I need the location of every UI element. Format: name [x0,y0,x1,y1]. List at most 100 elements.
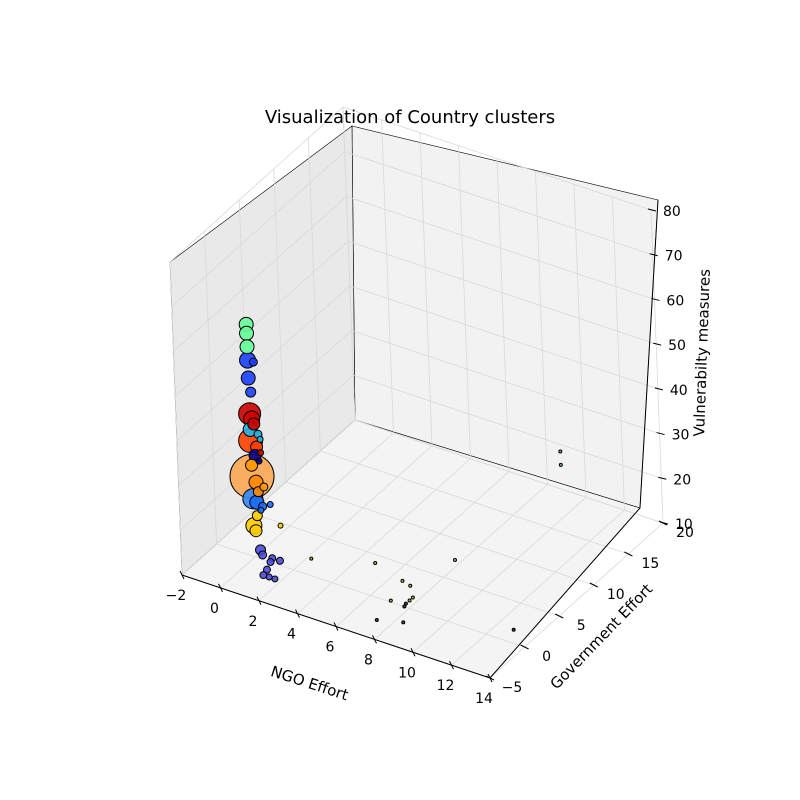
scatter-point [558,449,563,454]
scatter-point [256,435,264,443]
z-tick-mark [651,297,660,301]
x-tick-label: −2 [166,588,187,604]
scatter-point [275,556,284,565]
scatter-point [400,578,405,583]
scatter-point [403,601,408,606]
scatter-point [262,565,271,574]
z-gridline-back [354,419,664,524]
scatter-point [257,506,265,514]
x-tick-label: 2 [249,614,258,630]
x-gridline-back [458,145,471,459]
scatter-point [239,325,255,341]
x-gridline-back [650,209,664,524]
z-tick-label: 10 [675,517,693,533]
x-gridline-floor [258,445,433,602]
z-tick-mark [649,253,658,257]
y-axis-line [489,507,641,679]
y-gridline-left [308,137,321,452]
scatter-points [229,316,563,632]
scatter-point [258,550,268,560]
x-gridline-back [381,119,394,433]
scatter-point [248,357,258,367]
y-tick-mark [554,613,564,619]
z-tick-label: 80 [663,204,681,220]
scatter-point [249,524,263,538]
x-tick-label: 0 [210,601,219,617]
y-tick-mark [589,582,599,588]
z-gridline-back [344,151,653,256]
x-gridline-floor [412,496,587,653]
scatter-point [277,522,284,529]
x-gridline-floor [335,471,510,627]
z-tick-label: 70 [665,249,683,265]
x-tick-label: 4 [287,627,296,643]
x-tick-label: 6 [326,640,335,656]
y-tick-label: 0 [542,649,551,665]
z-tick-mark [656,432,665,436]
scatter-point [407,598,412,603]
z-gridline-left [181,419,356,576]
y-gridline-left [204,230,217,545]
x-tick-label: 12 [437,678,455,694]
z-gridline-left [171,151,345,308]
x-tick-mark [256,596,262,605]
x-tick-label: 10 [398,665,416,681]
y-tick-mark [624,551,633,557]
x-gridline-floor [451,509,625,666]
y-gridline-floor [251,512,560,617]
z-gridline-left [176,285,351,442]
x-gridline-back [535,171,548,485]
scatter-point [259,482,269,492]
y-gridline-left [273,168,287,483]
z-axis-label: Vulnerabilty measures [690,269,714,437]
x-tick-mark [218,583,223,593]
y-tick-mark [520,644,529,650]
z-gridline-back [342,106,652,211]
chart-title: Visualization of Country clusters [265,107,555,128]
z-tick-mark [658,476,667,480]
scatter-point [309,556,314,561]
scatter-point [401,620,406,625]
x-gridline-floor [297,458,471,614]
x-tick-mark [449,660,454,670]
x-gridline-back [573,184,587,498]
scatter-point [410,595,415,600]
x-tick-label: 14 [475,691,493,707]
y-tick-label: 10 [607,587,625,603]
y-gridline-left [169,261,183,576]
scatter-point [257,449,265,457]
scatter-point [558,462,563,467]
x-tick-mark [410,648,416,657]
scatter-point [271,575,279,583]
x-axis-label: NGO Effort [268,662,350,704]
y-tick-label: 15 [641,556,659,572]
scatter-point [266,558,275,567]
y-tick-label: 5 [577,618,586,634]
scatter-point [388,598,393,603]
y-axis-label: Government Effort [547,580,657,693]
y-tick-label: −5 [502,680,523,696]
z-gridline-back [346,196,655,300]
z-gridline-left [169,106,344,263]
z-gridline-left [174,240,349,397]
scatter-point [402,604,407,609]
z-tick-label: 40 [670,383,688,399]
x-gridline-back [496,158,510,472]
scatter-point [408,583,413,588]
x-gridline-floor [489,522,664,679]
scatter-point [239,339,255,355]
z-tick-label: 50 [668,338,686,354]
scatter-point [245,386,257,398]
x-gridline-floor [374,484,548,640]
scatter-point [245,458,259,472]
y-gridline-floor [320,450,629,555]
z-tick-mark [653,342,662,346]
scatter-point [247,417,261,431]
z-axis-line [639,199,659,509]
y-tick-mark [485,675,495,681]
x-gridline-back [612,197,625,511]
z-gridline-back [348,240,657,345]
scatter-point [511,627,516,632]
scatter-point [255,457,263,465]
